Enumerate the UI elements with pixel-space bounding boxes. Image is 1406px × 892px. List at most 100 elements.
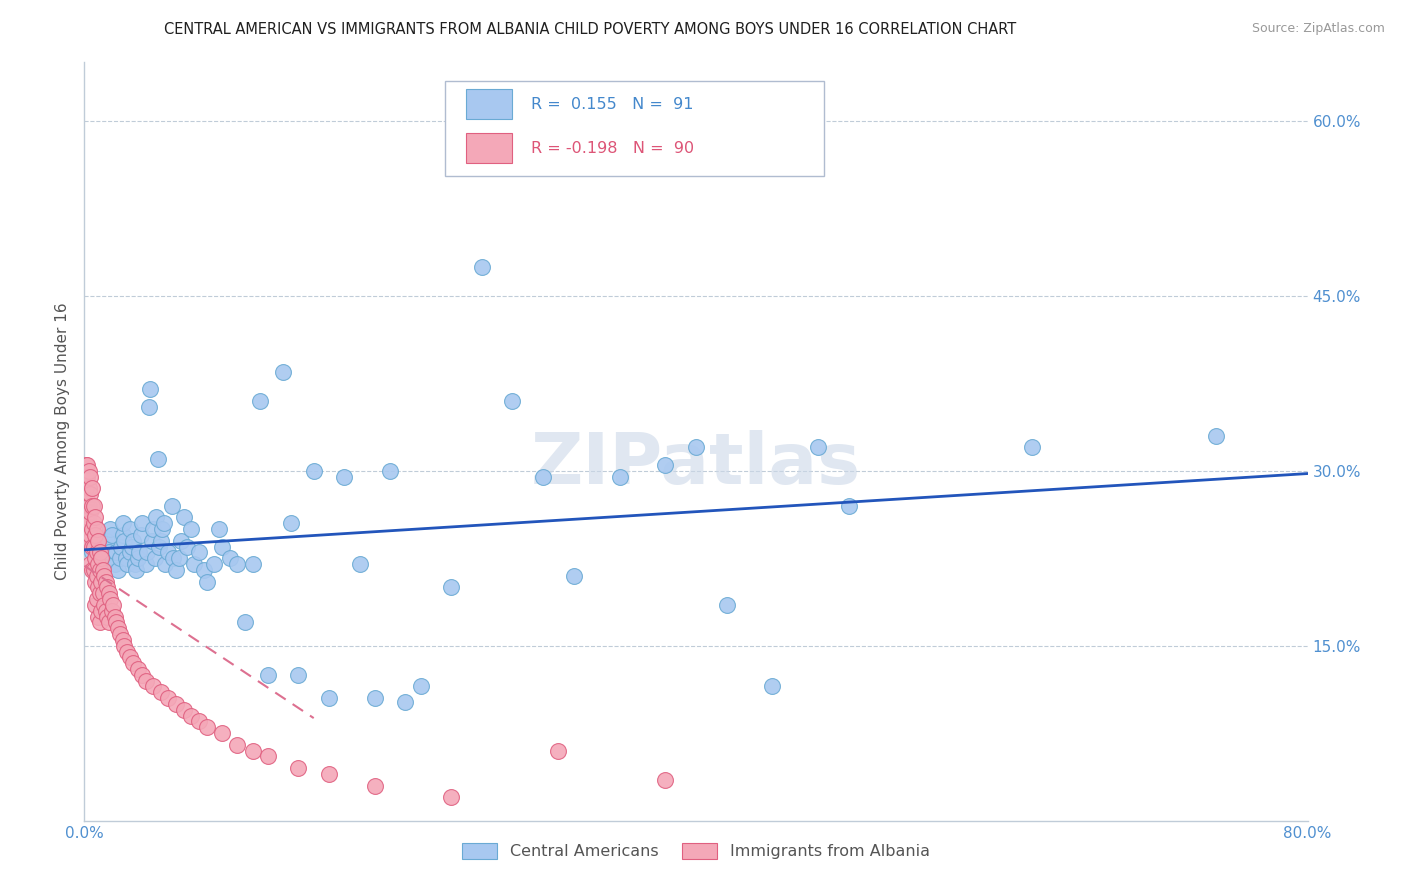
Point [193,563,215,577]
Point [124,557,146,571]
Point [162,551,184,566]
Point [153,516,176,531]
Point [654,772,676,787]
Point [77,464,100,478]
Point [142,522,165,536]
Point [83,516,105,531]
Point [129,528,152,542]
Point [180,708,202,723]
Point [115,557,138,571]
Point [122,533,145,548]
Point [79,469,101,483]
Point [471,260,494,274]
Point [97,545,120,559]
Point [157,545,180,559]
Point [91,557,114,571]
Point [562,568,585,582]
Point [96,609,118,624]
Point [242,557,264,571]
Point [131,668,153,682]
Point [155,557,177,571]
Point [79,557,101,571]
Point [83,499,105,513]
Point [122,656,145,670]
Point [89,533,111,548]
Point [105,545,128,559]
Point [89,563,111,577]
Point [84,528,107,542]
Point [90,604,112,618]
Point [93,540,115,554]
FancyBboxPatch shape [465,133,513,163]
Point [287,761,309,775]
Point [111,516,134,531]
Point [75,458,97,472]
Point [380,464,402,478]
Point [98,592,121,607]
Point [202,557,225,571]
Point [104,609,127,624]
Text: ZIPatlas: ZIPatlas [531,430,860,499]
Point [211,540,233,554]
Point [148,540,170,554]
Point [107,563,129,577]
Point [364,691,387,706]
Point [89,586,111,600]
Point [101,528,124,542]
Point [77,481,100,495]
Point [409,680,432,694]
Point [96,533,118,548]
Point [271,365,294,379]
Point [761,680,783,694]
Point [218,551,240,566]
Point [97,615,120,630]
Point [143,551,166,566]
Text: Source: ZipAtlas.com: Source: ZipAtlas.com [1251,22,1385,36]
Point [112,533,135,548]
Point [77,499,100,513]
Point [77,533,100,548]
Point [84,510,107,524]
Point [211,726,233,740]
Legend: Central Americans, Immigrants from Albania: Central Americans, Immigrants from Alban… [456,837,936,866]
Point [91,586,114,600]
Point [139,382,162,396]
Point [84,551,107,566]
Point [79,504,101,518]
Point [609,469,631,483]
Point [76,492,98,507]
FancyBboxPatch shape [465,89,513,120]
Point [838,499,860,513]
Point [80,481,103,495]
Point [84,574,107,589]
Point [394,695,416,709]
Point [87,533,110,548]
Point [83,540,105,554]
Point [87,609,110,624]
Point [91,563,114,577]
Point [183,557,205,571]
Point [287,668,309,682]
Point [136,545,159,559]
Point [80,545,103,559]
Point [1205,428,1227,442]
Point [654,458,676,472]
Point [531,469,554,483]
Point [160,499,183,513]
Point [114,551,136,566]
FancyBboxPatch shape [446,81,824,177]
Point [149,533,172,548]
Point [96,551,118,566]
Point [120,522,142,536]
Point [716,598,738,612]
Point [188,714,211,729]
Point [180,522,202,536]
Point [120,650,142,665]
Point [80,540,103,554]
Point [807,441,830,455]
Point [173,510,195,524]
Point [149,685,172,699]
Point [685,441,707,455]
Point [135,673,157,688]
Point [75,469,97,483]
